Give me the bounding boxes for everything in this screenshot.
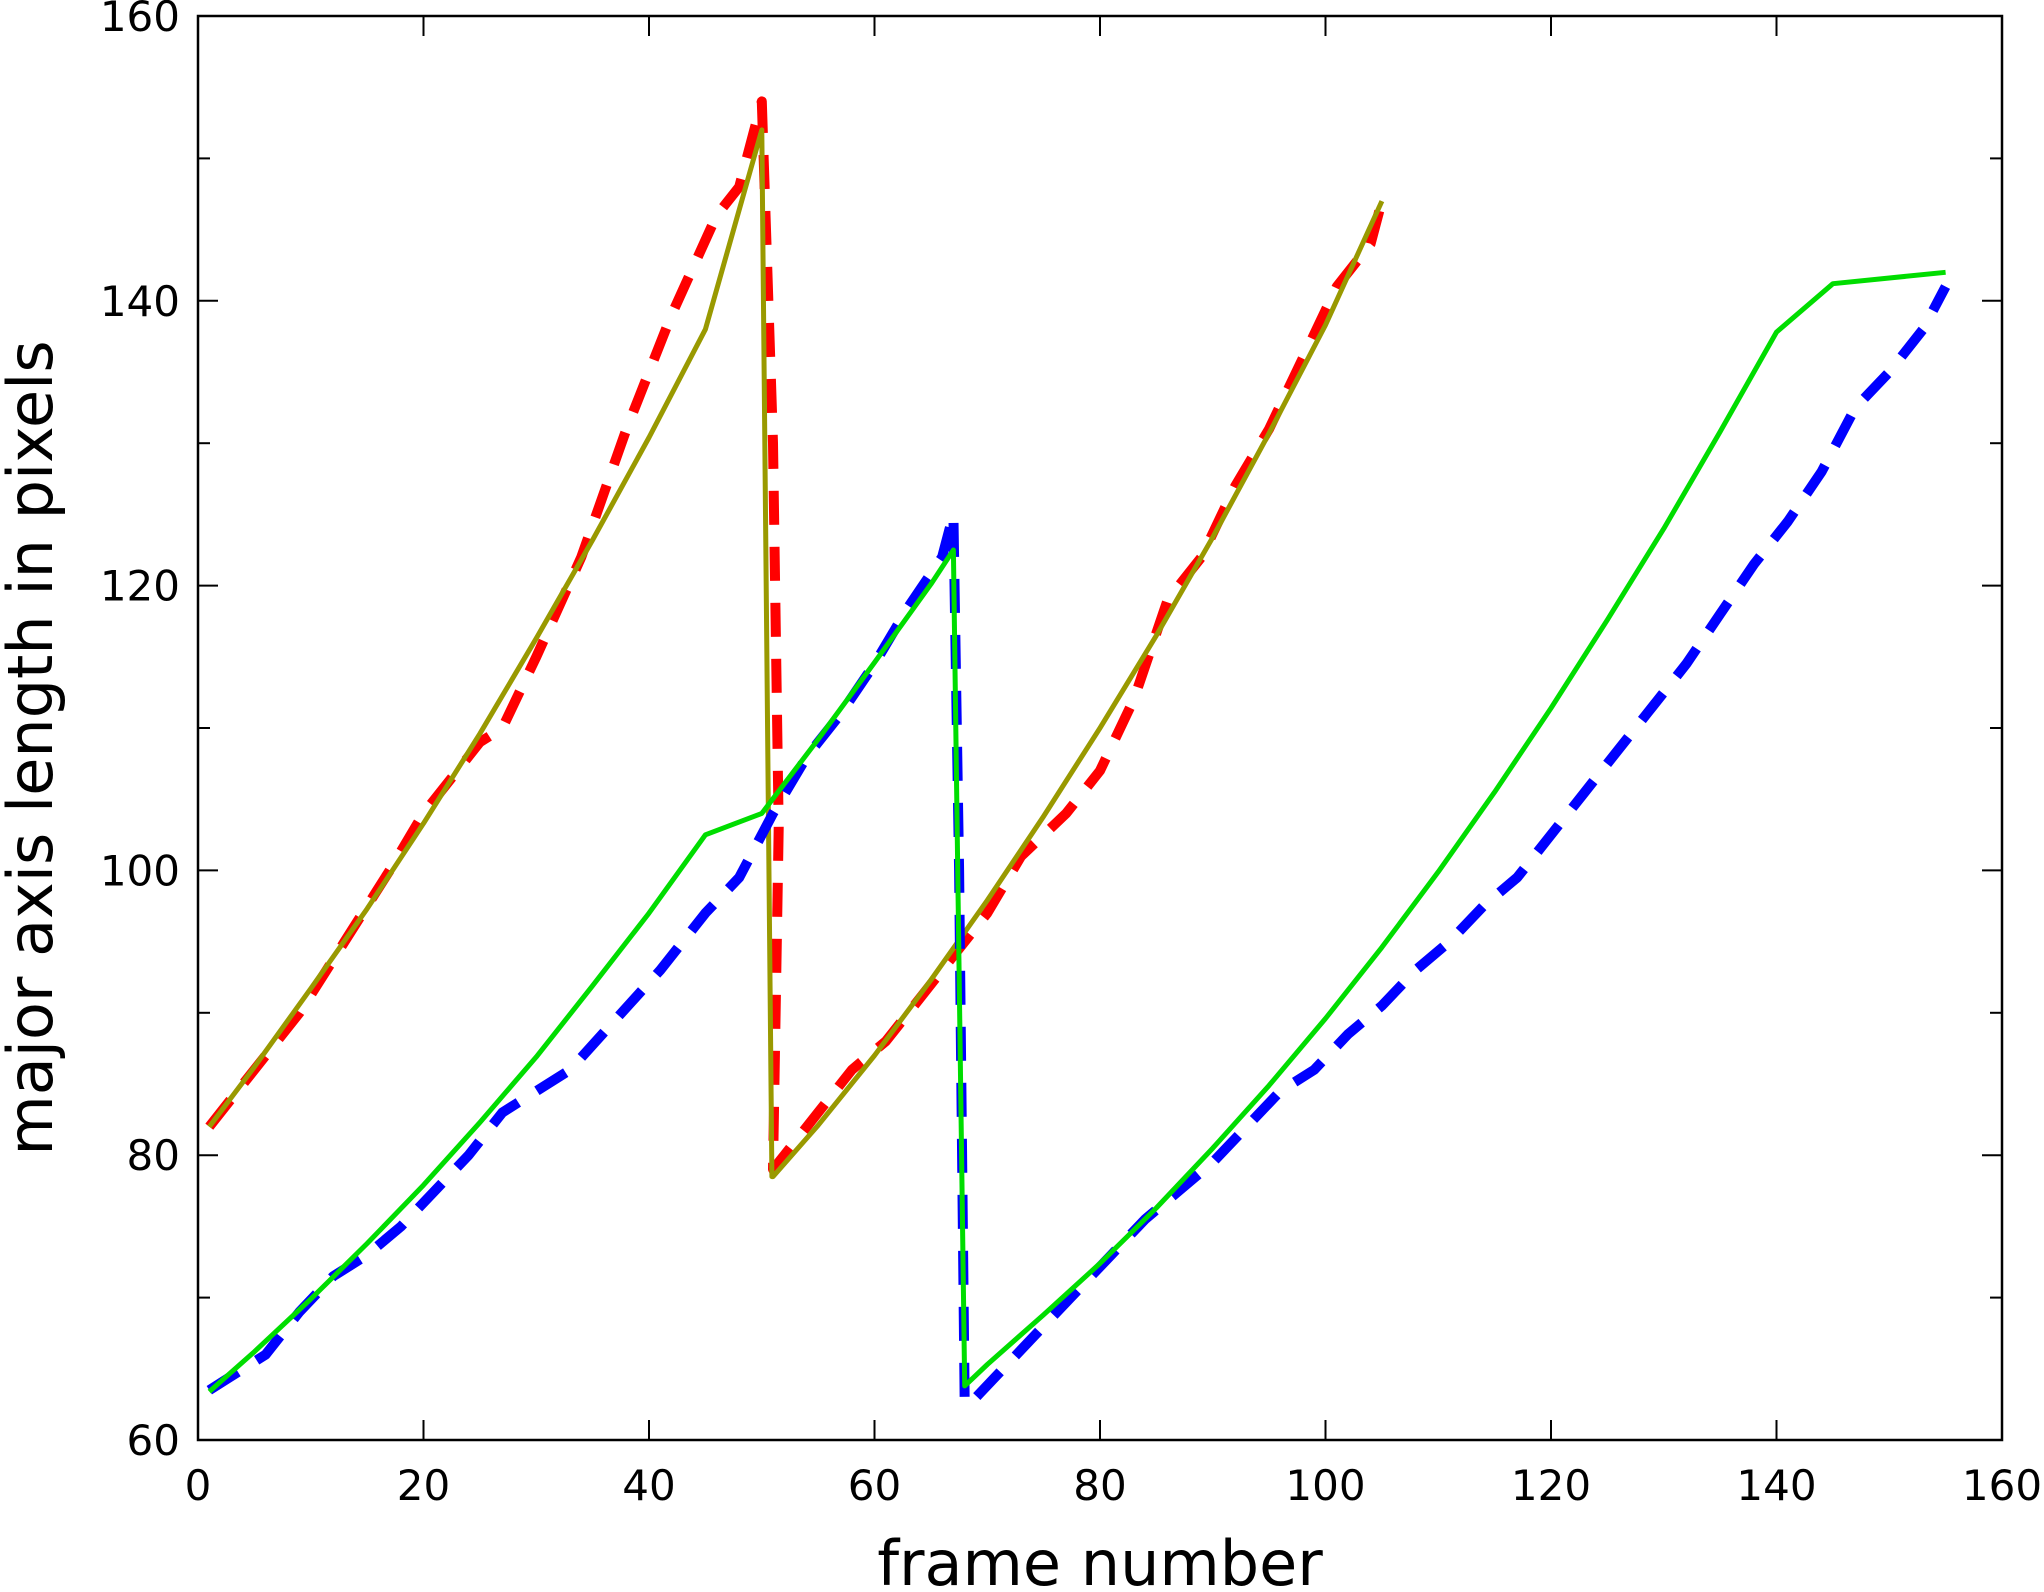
y-tick-label: 160 <box>100 0 180 41</box>
series-layer <box>205 96 1951 1410</box>
y-tick-label: 120 <box>100 562 180 611</box>
series-line-2-solid <box>207 127 1385 1180</box>
plot-frame <box>196 14 2004 1442</box>
x-tick-label: 40 <box>622 1461 675 1510</box>
x-tick-label: 100 <box>1285 1461 1365 1510</box>
x-tick-label: 20 <box>397 1461 450 1510</box>
y-tick-label: 80 <box>127 1131 180 1180</box>
tick-labels: 0 20 40 60 80 100 120 140 160 60 80 100 120 140 160 <box>100 0 2042 1510</box>
series-line-4-solid <box>207 269 1946 1394</box>
y-tick-label: 100 <box>100 846 180 895</box>
y-axis-label: major axis length in pixels <box>0 340 67 1155</box>
series-line-3-dashed <box>206 284 1951 1410</box>
x-tick-label: 80 <box>1073 1461 1126 1510</box>
y-tick-label: 60 <box>127 1416 180 1465</box>
x-tick-label: 60 <box>848 1461 901 1510</box>
x-tick-label: 160 <box>1962 1461 2042 1510</box>
x-tick-label: 140 <box>1736 1461 1816 1510</box>
x-axis-label: frame number <box>877 1527 1323 1592</box>
x-tick-label: 120 <box>1511 1461 1591 1510</box>
y-tick-label: 140 <box>100 277 180 326</box>
x-tick-label: 0 <box>185 1461 212 1510</box>
